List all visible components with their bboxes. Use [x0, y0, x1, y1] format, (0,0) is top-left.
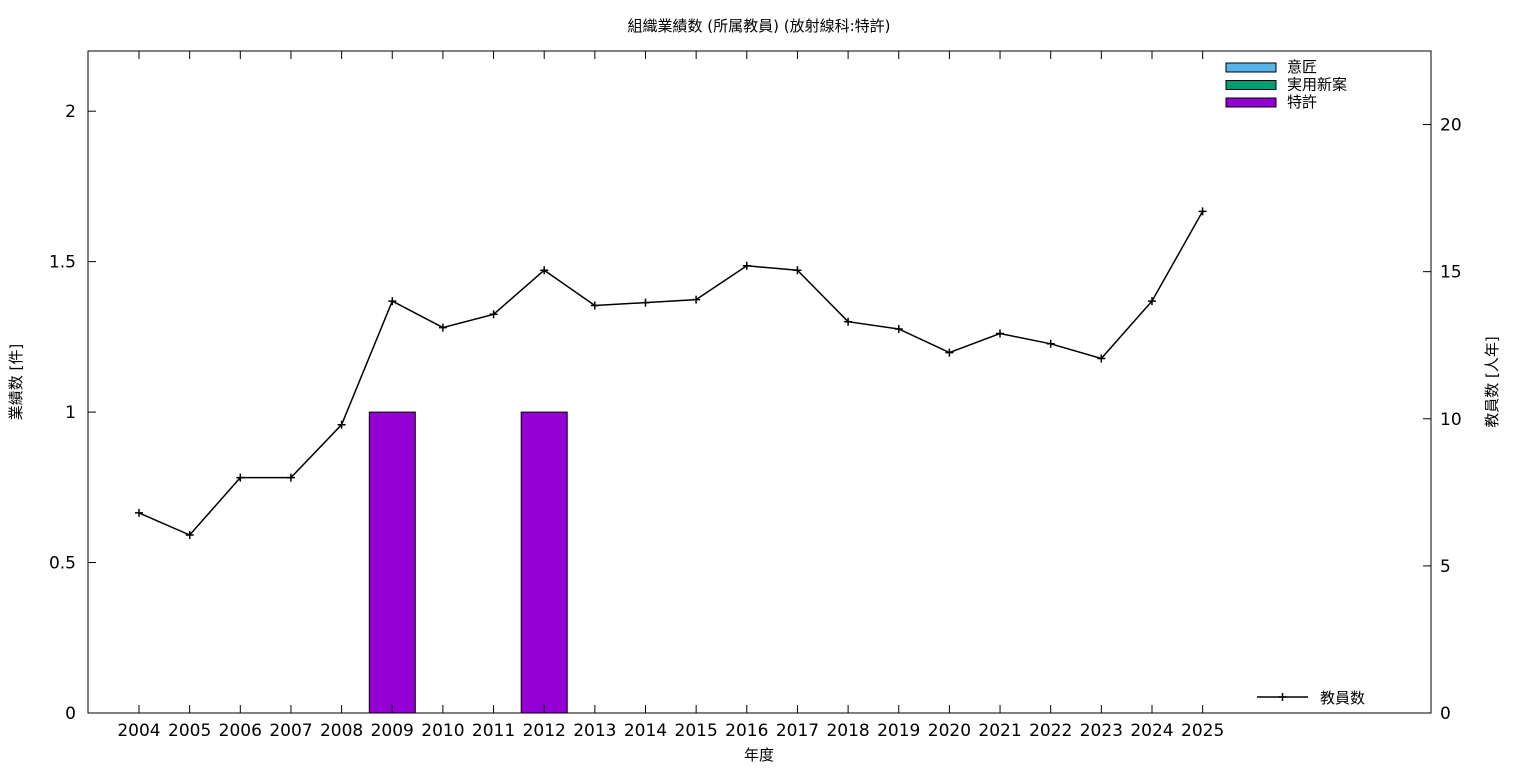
y-left-tick-label: 0.5 [49, 554, 76, 574]
y-right-tick-label: 15 [1440, 263, 1462, 283]
y-axis-left: 0 0.5 1 1.5 2 [49, 102, 96, 724]
legend-swatch-実用新案 [1225, 80, 1277, 90]
line-point-2009 [388, 297, 397, 306]
x-axis: 2004 2005 2006 2007 2008 2009 2010 2011 2012 2013… [117, 51, 1224, 741]
x-tick-label-2014: 2014 [624, 721, 667, 741]
line-point-2019 [894, 325, 903, 333]
line-point-2012 [540, 266, 549, 275]
line-point-2014 [641, 298, 650, 307]
x-tick-label-2010: 2010 [421, 721, 464, 741]
line-series-faculty [138, 211, 1204, 536]
line-point-2015 [692, 295, 701, 304]
x-tick-label-2020: 2020 [928, 721, 971, 741]
legend-line-marker [1278, 693, 1287, 701]
line-point-2008 [337, 420, 346, 429]
x-tick-label-2007: 2007 [269, 721, 312, 741]
bars-layer [368, 411, 568, 714]
legend-swatch-意匠 [1225, 62, 1277, 73]
x-tick-label-2021: 2021 [978, 721, 1021, 741]
y-left-tick-label: 0 [65, 704, 76, 724]
x-tick-label-2006: 2006 [219, 721, 262, 741]
legend-label-意匠: 意匠 [1287, 58, 1317, 76]
y-axis-right: 0 5 10 15 20 [1423, 116, 1462, 724]
x-tick-label-2017: 2017 [776, 721, 819, 741]
x-tick-label-2012: 2012 [523, 721, 566, 741]
legend-label-faculty: 教員数 [1320, 689, 1365, 707]
legend-label-実用新案: 実用新案 [1287, 76, 1347, 94]
y-left-tick-label: 1.5 [49, 253, 76, 273]
x-tick-label-2019: 2019 [877, 721, 920, 741]
line-point-2022 [1046, 339, 1055, 348]
legend-line: 教員数 [1257, 689, 1365, 707]
line-point-2007 [286, 473, 295, 482]
y-left-tick-label: 2 [65, 102, 76, 122]
line-point-2005 [185, 531, 194, 539]
line-point-2011 [489, 310, 498, 319]
y-axis-right-label: 教員数 [人年] [1483, 336, 1501, 427]
chart-title: 組織業績数 (所属教員) (放射線科:特許) [628, 17, 891, 35]
line-point-2016 [742, 261, 751, 270]
line-point-2020 [945, 348, 954, 357]
line-point-2018 [844, 317, 853, 326]
x-axis-label: 年度 [744, 746, 774, 764]
line-layer [135, 207, 1207, 539]
x-tick-label-2009: 2009 [371, 721, 414, 741]
line-point-2013 [590, 301, 599, 310]
x-tick-label-2023: 2023 [1080, 721, 1123, 741]
y-right-tick-label: 5 [1440, 557, 1451, 577]
line-point-2023 [1097, 354, 1106, 363]
bar-特許-2009 [368, 411, 416, 714]
x-tick-label-2024: 2024 [1130, 721, 1173, 741]
x-tick-label-2005: 2005 [168, 721, 211, 741]
x-tick-label-2015: 2015 [675, 721, 718, 741]
x-tick-label-2025: 2025 [1181, 721, 1224, 741]
line-point-2017 [793, 266, 802, 275]
legend-swatch-特許 [1225, 97, 1277, 108]
x-tick-label-2013: 2013 [573, 721, 616, 741]
x-tick-label-2022: 2022 [1029, 721, 1072, 741]
plot-frame [87, 50, 1432, 714]
x-tick-label-2018: 2018 [826, 721, 869, 741]
x-tick-label-2016: 2016 [725, 721, 768, 741]
y-right-tick-label: 0 [1440, 704, 1451, 724]
x-tick-label-2004: 2004 [117, 721, 160, 741]
line-point-2024 [1148, 297, 1156, 306]
legend-label-特許: 特許 [1287, 93, 1317, 111]
line-point-2006 [236, 473, 245, 482]
y-left-tick-label: 1 [65, 403, 76, 423]
line-point-2025 [1198, 207, 1207, 216]
y-axis-left-label: 業績数 [件] [7, 344, 25, 420]
x-tick-label-2011: 2011 [472, 721, 515, 741]
line-point-2021 [996, 329, 1004, 338]
y-right-tick-label: 20 [1440, 116, 1462, 136]
bar-特許-2012 [520, 411, 568, 714]
x-tick-label-2008: 2008 [320, 721, 363, 741]
y-right-tick-label: 10 [1440, 410, 1462, 430]
line-point-2004 [135, 508, 143, 517]
line-point-2010 [438, 323, 447, 332]
